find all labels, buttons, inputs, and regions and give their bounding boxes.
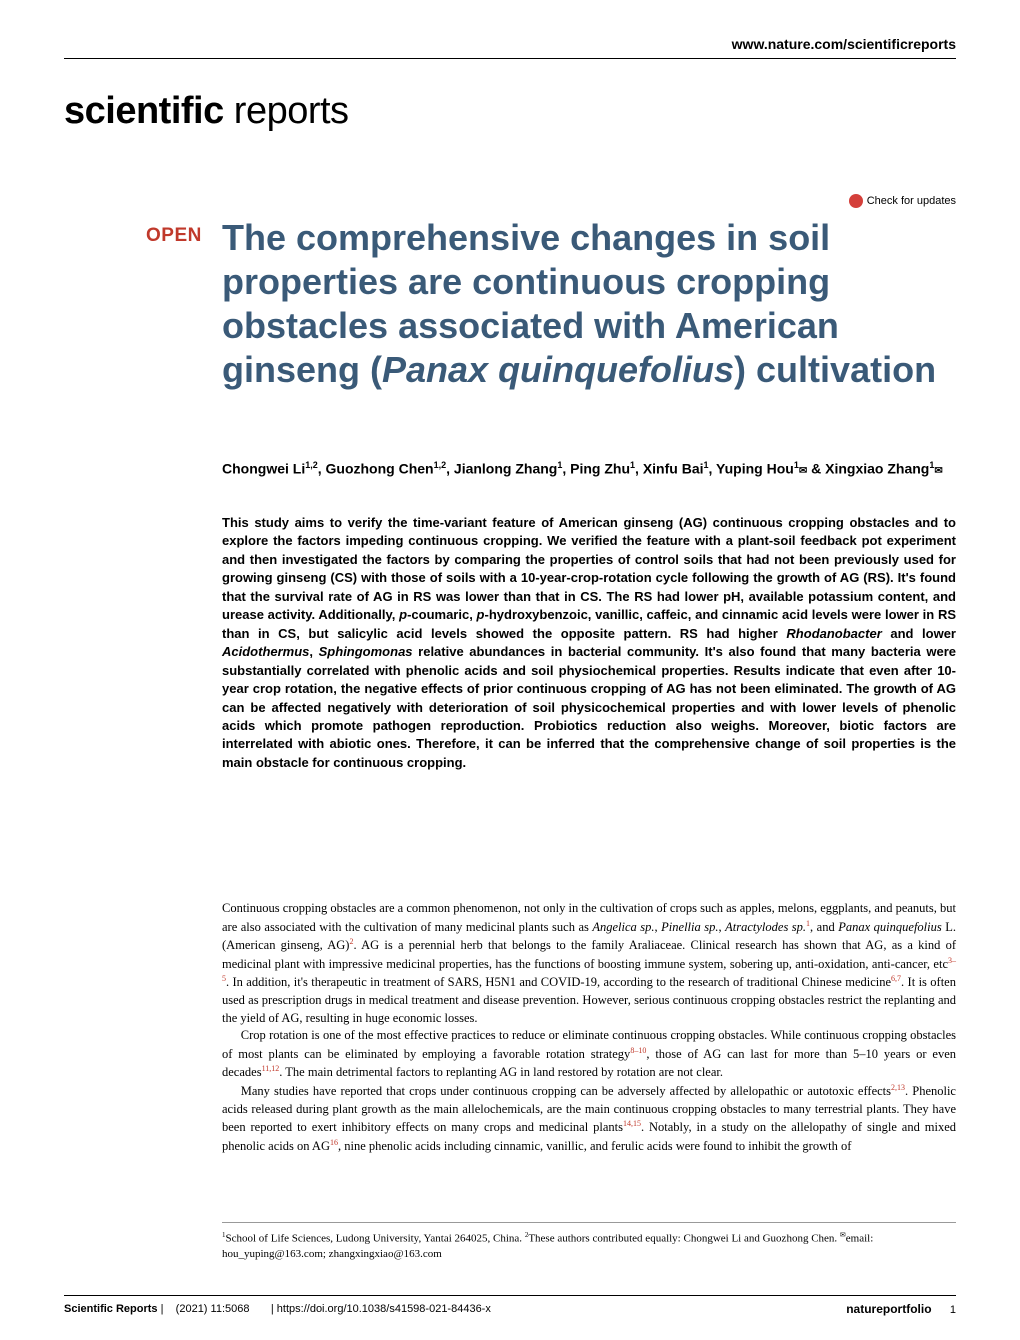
journal-logo-bold: scientific — [64, 90, 224, 132]
body-text: Continuous cropping obstacles are a comm… — [222, 900, 956, 1155]
page-footer: Scientific Reports | (2021) 11:5068 | ht… — [64, 1295, 956, 1316]
check-updates-icon — [849, 194, 863, 208]
affiliation: 1School of Life Sciences, Ludong Univers… — [222, 1222, 956, 1261]
abstract: This study aims to verify the time-varia… — [222, 514, 956, 772]
page-number: 1 — [950, 1304, 956, 1316]
publisher-logo: natureportfolio — [846, 1302, 931, 1316]
journal-logo: scientific reports — [64, 90, 349, 133]
footer-right: natureportfolio 1 — [846, 1302, 956, 1316]
author-list: Chongwei Li1,2, Guozhong Chen1,2, Jianlo… — [222, 459, 956, 479]
journal-logo-light: reports — [224, 90, 349, 132]
paragraph: Many studies have reported that crops un… — [222, 1082, 956, 1155]
check-updates-badge[interactable]: Check for updates — [849, 194, 956, 208]
header-divider — [64, 58, 956, 59]
footer-journal: Scientific Reports | (2021) 11:5068 | ht… — [64, 1303, 491, 1315]
article-title: The comprehensive changes in soil proper… — [222, 216, 956, 392]
footer-left: Scientific Reports | (2021) 11:5068 | ht… — [64, 1303, 491, 1315]
check-updates-label: Check for updates — [867, 195, 956, 207]
paragraph: Continuous cropping obstacles are a comm… — [222, 900, 956, 1027]
header-url: www.nature.com/scientificreports — [732, 36, 956, 52]
paragraph: Crop rotation is one of the most effecti… — [222, 1027, 956, 1082]
open-access-badge: OPEN — [146, 225, 202, 247]
